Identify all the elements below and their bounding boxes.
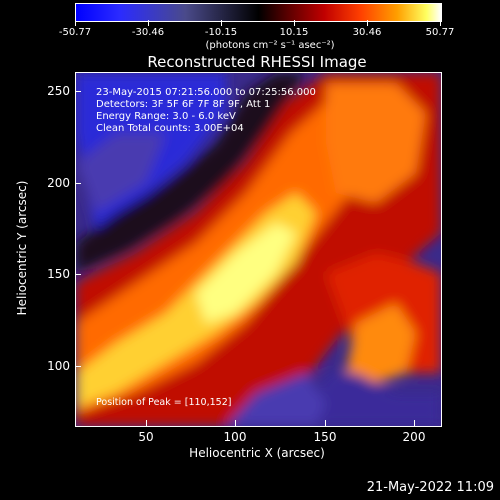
x-tick-label: 150 <box>313 430 337 444</box>
x-tick <box>235 420 236 426</box>
colorbar-tick <box>294 20 295 26</box>
colorbar-tick <box>440 20 441 26</box>
info-line-energy: Energy Range: 3.0 - 6.0 keV <box>96 111 236 122</box>
timestamp: 21-May-2022 11:09 <box>366 480 494 495</box>
info-line-counts: Clean Total counts: 3.00E+04 <box>96 123 244 134</box>
y-tick <box>75 183 81 184</box>
colorbar-tick <box>148 20 149 26</box>
x-tick <box>146 420 147 426</box>
x-axis-label: Heliocentric X (arcsec) <box>189 446 325 460</box>
flux-map <box>76 73 441 426</box>
colorbar-label: -50.77 <box>58 27 92 38</box>
colorbar-label: 10.15 <box>279 27 309 38</box>
colorbar-label: -30.46 <box>131 27 165 38</box>
rhessi-image <box>75 72 442 427</box>
colorbar-tick <box>367 20 368 26</box>
x-tick-label: 50 <box>138 430 154 444</box>
colorbar-label: 50.77 <box>425 27 455 38</box>
y-axis-label: Heliocentric Y (arcsec) <box>15 180 29 316</box>
colorbar-label: -10.15 <box>204 27 238 38</box>
y-tick-label: 100 <box>47 359 70 373</box>
x-tick-label: 100 <box>223 430 247 444</box>
colorbar-label: 30.46 <box>352 27 382 38</box>
colorbar <box>75 3 442 22</box>
info-line-detectors: Detectors: 3F 5F 6F 7F 8F 9F, Att 1 <box>96 99 271 110</box>
colorbar-units: (photons cm⁻² s⁻¹ asec⁻²) <box>205 40 335 51</box>
plot-title: Reconstructed RHESSI Image <box>147 53 367 71</box>
y-tick-label: 150 <box>47 267 70 281</box>
colorbar-tick <box>75 20 76 26</box>
y-tick-label: 200 <box>47 176 70 190</box>
colorbar-tick <box>221 20 222 26</box>
y-tick <box>75 366 81 367</box>
x-tick <box>414 420 415 426</box>
peak-position: Position of Peak = [110,152] <box>96 397 232 408</box>
info-line-time: 23-May-2015 07:21:56.000 to 07:25:56.000 <box>96 87 316 98</box>
y-tick-label: 250 <box>47 84 70 98</box>
x-tick <box>325 420 326 426</box>
x-tick-label: 200 <box>402 430 426 444</box>
y-tick <box>75 91 81 92</box>
y-tick <box>75 274 81 275</box>
